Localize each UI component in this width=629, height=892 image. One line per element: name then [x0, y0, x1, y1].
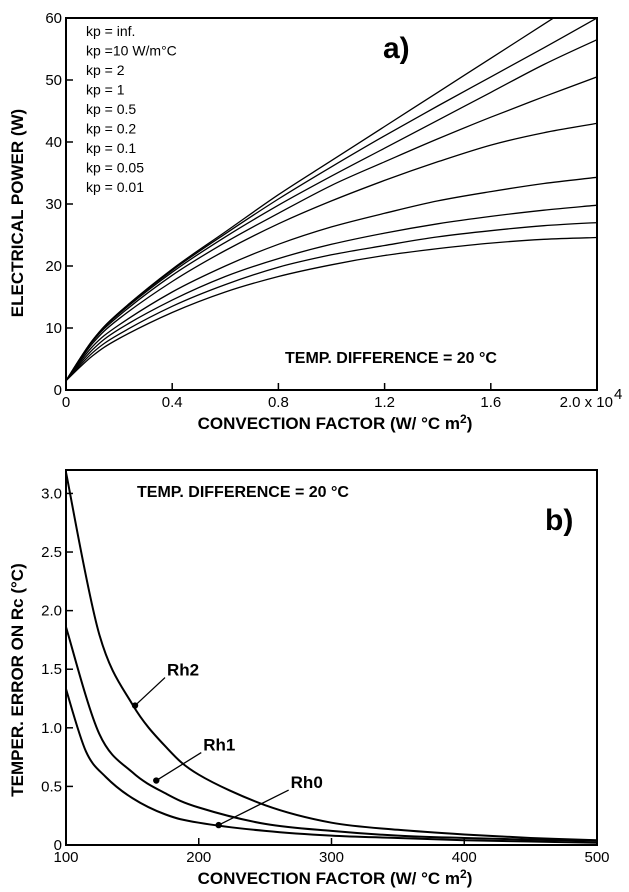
- chart-b-label-leader: [155, 751, 202, 782]
- chart-a-legend-entry: kp =10 W/m°C: [86, 43, 177, 59]
- chart-a-legend-entry: kp = 0.01: [86, 179, 144, 195]
- chart-b-curve-label: Rh1: [203, 736, 235, 755]
- chart-a-y-tick-label: 50: [45, 72, 62, 89]
- chart-a-series-4: [66, 76, 597, 382]
- chart-b-y-tick-label: 2.0: [41, 603, 62, 620]
- chart-a-panel-label: a): [383, 32, 410, 65]
- chart-a-x-tick-label: 2.0 x 10: [560, 394, 613, 411]
- chart-b-x-tick-label: 300: [319, 849, 344, 866]
- chart-a-series-8: [66, 221, 597, 382]
- chart-b-panel-label: b): [545, 504, 573, 537]
- chart-a-xlabel-name: CONVECTION FACTOR: [198, 414, 386, 433]
- chart-b-label-leader: [134, 677, 166, 707]
- chart-a-series-3: [66, 39, 597, 382]
- chart-a-frame: [65, 17, 598, 391]
- chart-a-xunit-sup: 2: [460, 412, 467, 426]
- chart-a-legend-entry: kp = 0.1: [86, 140, 136, 156]
- chart-b-x-tick-label: 400: [452, 849, 477, 866]
- chart-a-y-tick-label: 60: [45, 10, 62, 27]
- chart-b-xlabel: CONVECTION FACTOR (W/ °C m2): [198, 867, 473, 888]
- chart-b-y-tick-label: 1.5: [41, 661, 62, 678]
- chart-b-frame: [65, 469, 598, 846]
- chart-b-y-tick-label: 0: [54, 837, 62, 854]
- chart-b: 100 200 300 400 500 0 0.5 1.0 1.5 2.0 2.5 3.0 Rh2 Rh…: [8, 469, 610, 888]
- chart-b-y-tick-label: 1.0: [41, 720, 62, 737]
- chart-a-y-tick-label: 40: [45, 134, 62, 151]
- chart-b-xunit: W/ °C m: [396, 869, 460, 888]
- chart-a-x-tick-label: 0.8: [268, 394, 289, 411]
- chart-a-x-tick-label: 1.2: [374, 394, 395, 411]
- chart-a-x-tick-exponent: 4: [614, 386, 622, 403]
- chart-b-curve-label: Rh2: [167, 661, 199, 680]
- chart-b-label-leader: [218, 789, 289, 826]
- chart-a-series-6: [66, 176, 597, 382]
- chart-b-series-1: [66, 472, 597, 842]
- chart-b-ylabel: TEMPER. ERROR ON Rc (°C): [8, 563, 27, 796]
- chart-b-y-tick-label: 2.5: [41, 544, 62, 561]
- chart-b-x-tick-label: 100: [53, 849, 78, 866]
- chart-a-legend: kp = inf. kp =10 W/m°C kp = 2 kp = 1 kp = 0.…: [86, 23, 177, 195]
- chart-a-ylabel: ELECTRICAL POWER (W): [8, 109, 27, 317]
- chart-a-y-tick-label: 10: [45, 320, 62, 337]
- chart-a-x-tick-label: 1.6: [480, 394, 501, 411]
- chart-a-y-tick-label: 0: [54, 382, 62, 399]
- chart-a-xunit: W/ °C m: [396, 414, 460, 433]
- chart-b-series-2: [66, 626, 597, 842]
- chart-a-series-5: [66, 122, 597, 382]
- chart-b-y-tick-label: 3.0: [41, 485, 62, 502]
- chart-a-xlabel: CONVECTION FACTOR (W/ °C m2): [198, 412, 473, 433]
- chart-a-x-tick-label: 0: [62, 394, 70, 411]
- chart-a-legend-entry: kp = 0.5: [86, 101, 136, 117]
- chart-a-y-tick-label: 20: [45, 258, 62, 275]
- chart-a-legend-entry: kp = 2: [86, 62, 125, 78]
- chart-a-legend-entry: kp = 0.05: [86, 160, 144, 176]
- chart-a-y-tick-label: 30: [45, 196, 62, 213]
- chart-b-y-tick-label: 0.5: [41, 778, 62, 795]
- chart-a-legend-entry: kp = 0.2: [86, 121, 136, 137]
- chart-a-series-2: [66, 18, 597, 382]
- chart-a-x-tick-label: 0.4: [162, 394, 183, 411]
- chart-a-legend-entry: kp = 1: [86, 82, 125, 98]
- chart-b-xlabel-name: CONVECTION FACTOR: [198, 869, 386, 888]
- chart-b-xunit-sup: 2: [460, 867, 467, 881]
- chart-a-annotation: TEMP. DIFFERENCE = 20 °C: [285, 350, 497, 367]
- chart-a-series-7: [66, 204, 597, 382]
- chart-b-series-3: [66, 688, 597, 844]
- chart-b-annotation: TEMP. DIFFERENCE = 20 °C: [137, 484, 349, 501]
- chart-a-series-9: [66, 236, 597, 382]
- chart-b-x-tick-label: 200: [186, 849, 211, 866]
- chart-a-legend-entry: kp = inf.: [86, 23, 135, 39]
- chart-b-curve-label: Rh0: [291, 773, 323, 792]
- chart-b-x-tick-label: 500: [584, 849, 609, 866]
